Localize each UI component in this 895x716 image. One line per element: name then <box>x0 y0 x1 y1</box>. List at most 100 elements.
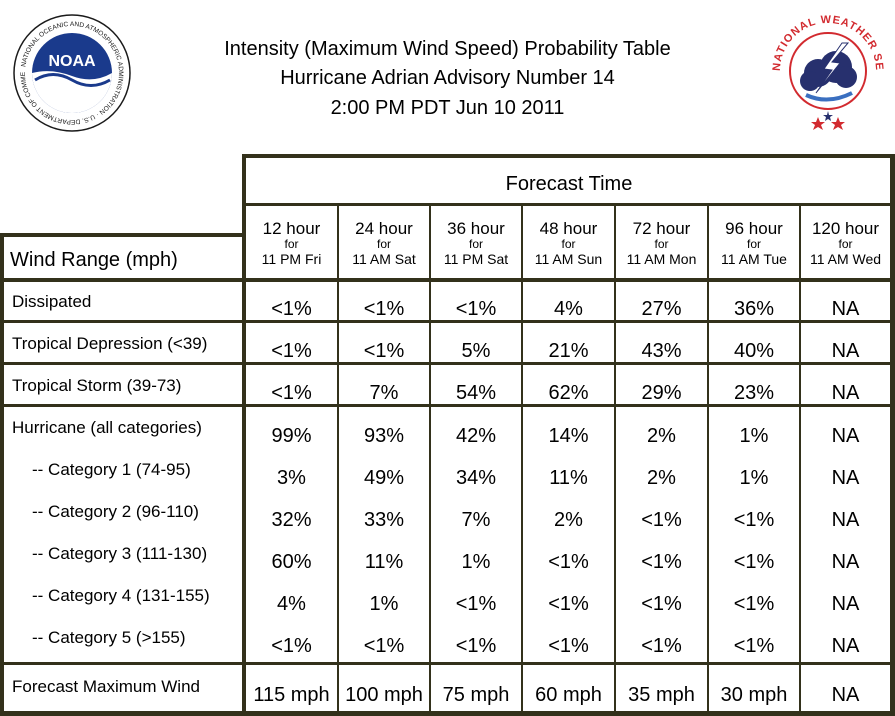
value-cell: 32% <box>271 509 312 531</box>
value-cell: 1% <box>739 425 769 447</box>
column-hours: 120 hour <box>811 219 880 238</box>
column-for: for <box>654 237 669 251</box>
value-cell: <1% <box>455 635 497 657</box>
column-hours: 96 hour <box>725 219 783 238</box>
border-right <box>890 154 895 716</box>
value-cell: <1% <box>271 382 312 404</box>
value-cell: 100 mph <box>345 684 423 706</box>
column-time: 11 PM Fri <box>261 251 322 267</box>
value-cell: NA <box>831 382 860 404</box>
value-cell: 27% <box>641 298 682 320</box>
value-cell: 49% <box>363 467 405 489</box>
row-label-category-4: -- Category 4 (131-155) <box>32 586 210 605</box>
column-time: 11 AM Mon <box>626 251 697 267</box>
value-cell: 54% <box>455 382 497 404</box>
value-cell: 7% <box>369 382 399 404</box>
column-header-120h: 120 hour for 11 AM Wed <box>801 219 890 267</box>
value-cell: 40% <box>733 340 775 362</box>
value-cell: <1% <box>455 593 497 615</box>
value-cell: 1% <box>461 551 491 573</box>
column-header-12h: 12 hour for 11 PM Fri <box>246 219 337 267</box>
value-cell: 2% <box>647 467 676 489</box>
value-cell: 35 mph <box>628 684 695 706</box>
value-cell: <1% <box>271 298 312 320</box>
value-cell: 115 mph <box>253 684 330 706</box>
value-cell: <1% <box>363 635 405 657</box>
title-line-3: 2:00 PM PDT Jun 10 2011 <box>330 97 565 119</box>
value-cell: <1% <box>455 298 497 320</box>
border-top <box>242 154 895 158</box>
value-cell: 1% <box>739 467 769 489</box>
column-time: 11 AM Wed <box>809 251 882 267</box>
value-cell: <1% <box>641 593 682 615</box>
value-cell: 60% <box>271 551 312 573</box>
value-cell: <1% <box>733 635 775 657</box>
column-time: 11 PM Sat <box>443 251 509 267</box>
column-for: for <box>376 237 391 251</box>
value-cell: <1% <box>271 340 312 362</box>
column-hours: 48 hour <box>539 219 598 238</box>
column-header-24h: 24 hour for 11 AM Sat <box>339 219 429 267</box>
column-header-96h: 96 hour for 11 AM Tue <box>709 219 799 267</box>
column-time: 11 AM Sat <box>352 251 416 267</box>
value-cell: NA <box>831 298 860 320</box>
value-cell: 11% <box>364 551 404 573</box>
row-label-dissipated: Dissipated <box>12 292 92 311</box>
value-cell: 42% <box>455 425 497 447</box>
value-cell: 29% <box>641 382 682 404</box>
value-cell: <1% <box>548 635 589 657</box>
column-hours: 72 hour <box>632 219 691 238</box>
value-cell: 30 mph <box>720 684 788 706</box>
wind-range-header: Wind Range (mph) <box>10 249 178 271</box>
value-cell: NA <box>831 593 860 615</box>
value-cell: <1% <box>548 551 589 573</box>
row-label-category-5: -- Category 5 (>155) <box>32 628 186 647</box>
value-cell: 1% <box>369 593 399 615</box>
border-wind-range-top <box>0 233 246 237</box>
value-cell: 60 mph <box>535 684 602 706</box>
value-cell: NA <box>831 509 860 531</box>
noaa-logo-text: NOAA <box>48 53 96 70</box>
column-time: 11 AM Sun <box>534 251 603 267</box>
header: NOAA NATIONAL OCEANIC AND ATMOSPHERIC AD… <box>0 0 895 150</box>
border-row-1 <box>0 320 895 323</box>
value-cell: NA <box>831 467 860 489</box>
value-cell: 7% <box>461 509 491 531</box>
row-label-tropical-storm: Tropical Storm (39-73) <box>12 376 182 395</box>
column-divider <box>707 206 709 716</box>
value-cell: NA <box>831 551 860 573</box>
value-cell: <1% <box>271 635 312 657</box>
border-inner-left <box>242 154 246 716</box>
border-row-3 <box>0 404 895 407</box>
value-cell: <1% <box>363 340 405 362</box>
column-header-36h: 36 hour for 11 PM Sat <box>431 219 521 267</box>
value-cell: <1% <box>548 593 589 615</box>
value-cell: 2% <box>554 509 583 531</box>
row-label-forecast-max-wind: Forecast Maximum Wind <box>12 677 200 696</box>
value-cell: 4% <box>277 593 306 615</box>
value-cell: 75 mph <box>442 684 510 706</box>
column-for: for <box>468 237 483 251</box>
row-label-tropical-depression: Tropical Depression (<39) <box>12 334 208 353</box>
title-line-2: Hurricane Adrian Advisory Number 14 <box>280 67 615 89</box>
border-row-2 <box>0 362 895 365</box>
forecast-time-header: Forecast Time <box>505 173 633 195</box>
column-time: 11 AM Tue <box>721 251 787 267</box>
column-divider <box>799 206 801 716</box>
column-hours: 24 hour <box>355 219 413 238</box>
value-cell: 36% <box>733 298 775 320</box>
value-cell: NA <box>831 340 860 362</box>
value-cell: 11% <box>549 467 588 489</box>
value-cell: NA <box>831 635 860 657</box>
border-bottom <box>0 711 895 716</box>
value-cell: 21% <box>548 340 589 362</box>
value-cell: 99% <box>271 425 312 447</box>
value-cell: <1% <box>641 509 682 531</box>
row-label-category-2: -- Category 2 (96-110) <box>32 502 199 521</box>
title-line-1: Intensity (Maximum Wind Speed) Probabili… <box>224 38 671 60</box>
column-divider <box>521 206 523 716</box>
value-cell: 93% <box>363 425 405 447</box>
column-for: for <box>561 237 576 251</box>
column-header-72h: 72 hour for 11 AM Mon <box>616 219 707 267</box>
